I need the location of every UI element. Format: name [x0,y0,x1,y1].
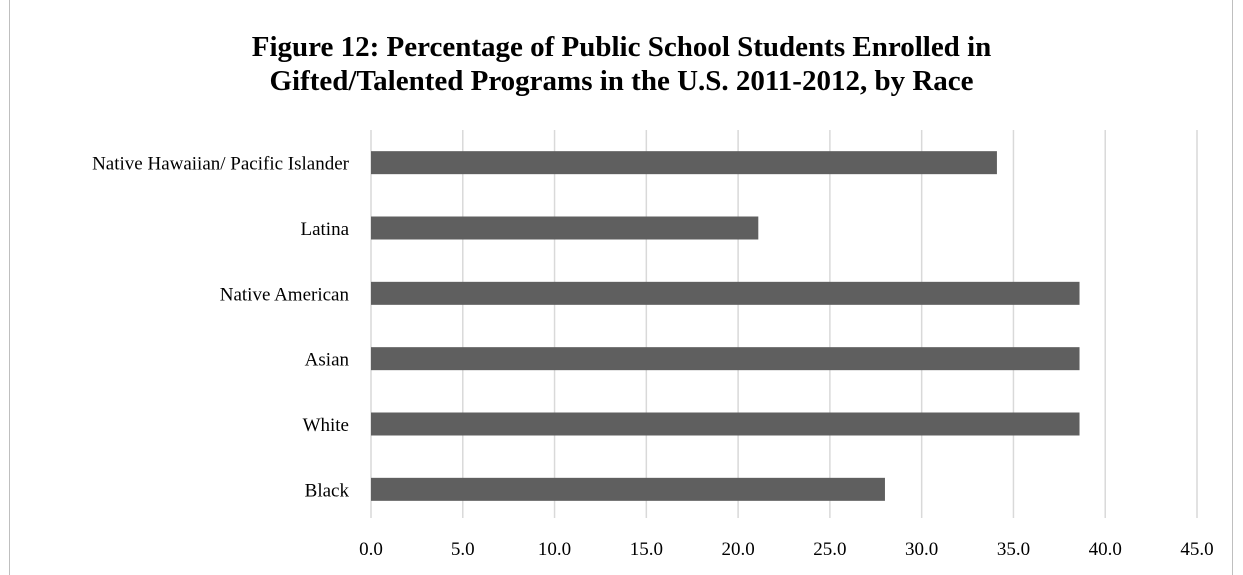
x-tick-labels: 0.0 5.0 10.0 15.0 20.0 25.0 30.0 35.0 40.0 45.0 [359,539,1214,560]
bar [371,281,1080,305]
bar [371,216,759,240]
chart-title-line-1: Figure 12: Percentage of Public School S… [251,31,992,63]
x-tick-label: 5.0 [451,539,475,560]
x-tick-label: 40.0 [1089,539,1122,560]
x-tick-label: 35.0 [997,539,1030,560]
x-tick-label: 20.0 [721,539,754,560]
bar [371,412,1080,436]
category-label: Black [305,480,350,501]
category-label: Asian [305,350,350,371]
category-labels: Native Hawaiian/ Pacific Islander Latina N… [92,154,350,502]
category-label: Latina [300,219,349,240]
x-tick-label: 30.0 [905,539,938,560]
x-tick-label: 25.0 [813,539,846,560]
chart-frame [9,0,1233,575]
bar [371,151,997,175]
category-label: Native American [220,284,350,305]
x-tick-label: 15.0 [630,539,663,560]
bar [371,477,885,501]
category-label: Native Hawaiian/ Pacific Islander [92,154,350,175]
category-label: White [303,415,349,436]
chart-title-line-2: Gifted/Talented Programs in the U.S. 201… [269,65,974,97]
x-tick-label: 45.0 [1180,539,1213,560]
gridlines [370,130,1198,518]
x-tick-label: 0.0 [359,539,383,560]
bars [371,151,1080,501]
bar [371,347,1080,371]
x-tick-label: 10.0 [538,539,571,560]
chart-title: Figure 12: Percentage of Public School S… [0,30,1243,98]
